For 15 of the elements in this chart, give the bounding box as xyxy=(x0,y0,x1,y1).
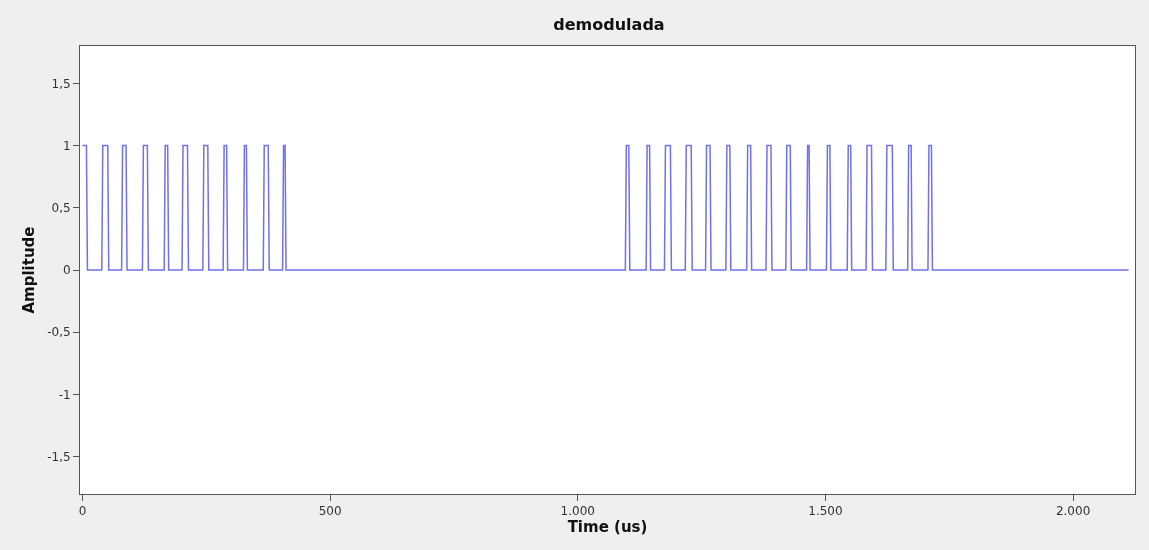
y-tick-label: 0 xyxy=(62,263,71,278)
y-axis-title: Amplitude xyxy=(20,226,39,314)
x-tick-label: 1.000 xyxy=(560,504,595,519)
x-tick-label: 2.000 xyxy=(1055,504,1091,519)
x-tick-label: 500 xyxy=(318,504,342,519)
y-tick-label: -1 xyxy=(58,387,71,402)
x-axis-title: Time (us) xyxy=(567,518,648,537)
chart-title: demodulada xyxy=(553,15,665,35)
y-tick-label: -1,5 xyxy=(47,449,71,464)
x-tick-label: 1.500 xyxy=(808,504,843,519)
x-tick-label: 0 xyxy=(78,504,87,519)
y-tick-label: -0,5 xyxy=(47,325,71,340)
y-tick-label: 0,5 xyxy=(51,200,71,215)
y-tick-label: 1,5 xyxy=(51,76,71,91)
y-tick-label: 1 xyxy=(62,138,71,153)
